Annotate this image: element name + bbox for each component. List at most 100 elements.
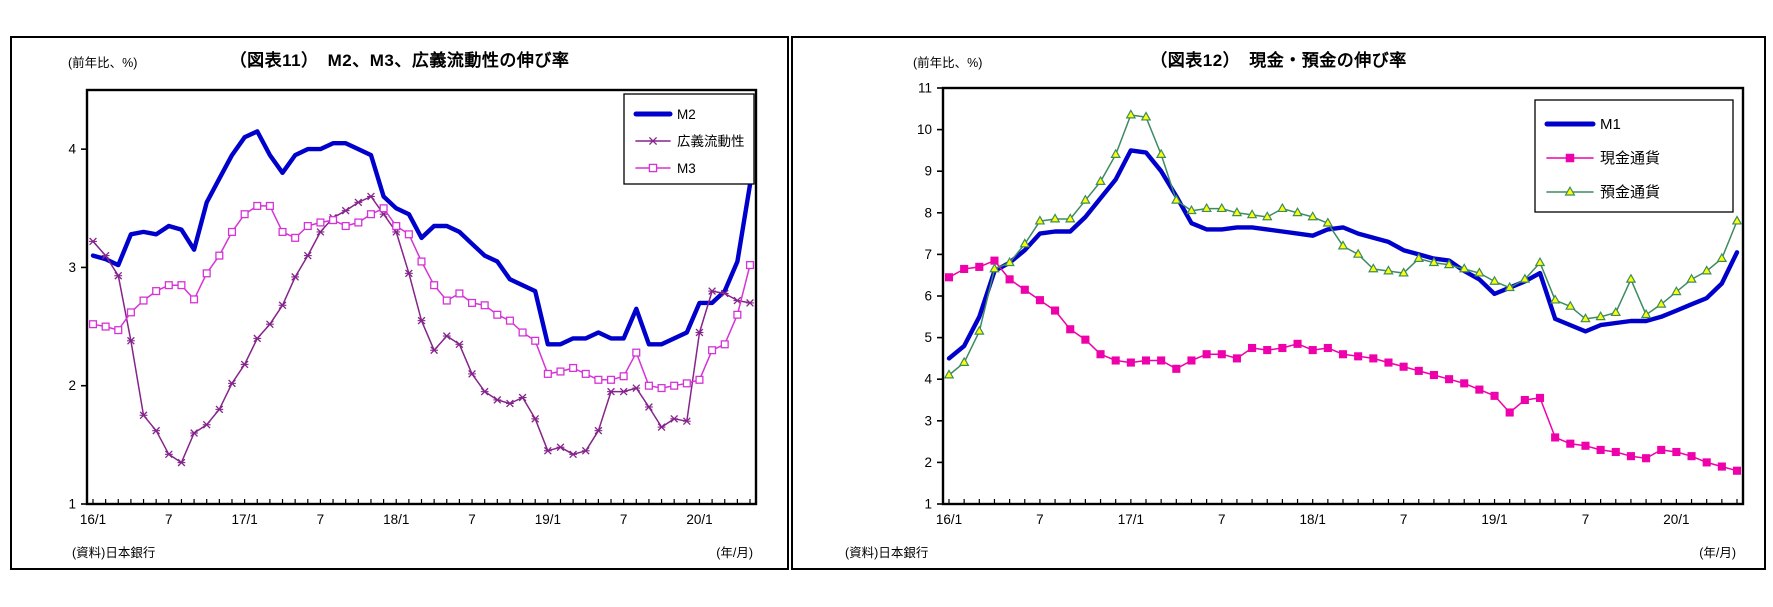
- marker-square: [152, 287, 161, 296]
- marker-triangle: [1019, 238, 1030, 248]
- marker-square: [1505, 408, 1514, 417]
- marker-square: [670, 381, 679, 390]
- marker-triangle: [1246, 209, 1258, 219]
- x-tick-label: 7: [1400, 512, 1408, 527]
- marker-triangle: [1656, 298, 1667, 308]
- marker-square: [531, 336, 540, 345]
- marker-square: [1035, 296, 1044, 305]
- marker-square: [291, 233, 300, 242]
- x-tick-label: 7: [1582, 512, 1590, 527]
- legend-label: 預金通貨: [1600, 184, 1660, 201]
- marker-square: [1460, 379, 1469, 388]
- marker-triangle: [1565, 300, 1576, 310]
- marker-triangle: [1352, 248, 1364, 258]
- marker-triangle: [1307, 211, 1318, 221]
- marker-square: [1445, 375, 1454, 384]
- marker-square: [745, 261, 755, 270]
- y-tick-label: 4: [924, 372, 932, 387]
- marker-triangle: [1731, 215, 1743, 225]
- marker-square: [253, 201, 262, 210]
- y-tick-label: 9: [924, 164, 932, 179]
- x-tick-label: 17/1: [1118, 512, 1144, 527]
- marker-square: [227, 227, 237, 236]
- marker-triangle: [1049, 213, 1061, 223]
- marker-square: [164, 281, 173, 290]
- line-chart-m1-cash-deposit: 1 2 3 4 5 6 7 8 9 10 11 16/1 7 17/1 7 18/1 7 19/1 7 20/1 M1 現…: [917, 81, 1745, 527]
- marker-square: [1687, 452, 1696, 461]
- y-axis-unit-label: (前年比、%): [913, 56, 983, 70]
- marker-square: [944, 273, 954, 282]
- line-chart-m2-m3-broad-liquidity: 1 2 3 4 16/1 7 17/1 7 18/1 7 19/1 7 20/1 M2 広義流動性 M3: [68, 88, 758, 527]
- x-tick-label: 18/1: [383, 512, 409, 527]
- marker-square: [1232, 354, 1241, 363]
- marker-square: [682, 379, 691, 388]
- x-tick-label: 20/1: [1663, 512, 1689, 527]
- marker-square: [1096, 350, 1105, 359]
- marker-square: [1626, 452, 1635, 461]
- marker-triangle: [1065, 213, 1076, 223]
- marker-square: [1520, 395, 1529, 405]
- marker-square: [329, 216, 338, 225]
- x-tick-label: 19/1: [535, 512, 561, 527]
- marker-square: [1141, 356, 1151, 365]
- x-tick-label: 18/1: [1300, 512, 1326, 527]
- legend-item-M2: M2: [633, 107, 696, 122]
- marker-square: [1338, 350, 1348, 359]
- marker-square: [417, 257, 426, 266]
- y-tick-label: 3: [924, 413, 932, 428]
- marker-triangle: [1398, 267, 1409, 277]
- marker-square: [177, 281, 186, 290]
- marker-triangle: [958, 356, 970, 366]
- marker-triangle: [989, 263, 1000, 273]
- marker-triangle: [1474, 267, 1485, 277]
- marker-triangle: [1625, 273, 1637, 283]
- marker-square: [644, 381, 653, 390]
- legend-label: M3: [677, 161, 696, 176]
- marker-square: [1278, 343, 1287, 353]
- series-markers-現金通貨: [944, 256, 1742, 475]
- marker-square: [1126, 358, 1135, 367]
- legend-item-M3: M3: [635, 161, 696, 176]
- x-axis-unit-note: (年/月): [716, 546, 753, 560]
- marker-square: [1429, 370, 1438, 380]
- marker-square: [1005, 275, 1014, 284]
- marker-square: [455, 289, 464, 298]
- x-tick-label: 7: [165, 512, 173, 527]
- legend-item-預金通貨: 預金通貨: [1546, 184, 1660, 201]
- marker-triangle: [1322, 217, 1334, 227]
- marker-triangle: [1671, 286, 1682, 296]
- marker-square: [632, 348, 641, 357]
- marker-triangle: [1216, 202, 1227, 213]
- marker-triangle: [1519, 273, 1531, 283]
- marker-square: [619, 372, 628, 381]
- marker-square: [1202, 350, 1211, 359]
- y-tick-label: 1: [68, 497, 76, 512]
- marker-square: [1535, 393, 1545, 402]
- marker-square: [379, 204, 388, 213]
- marker-triangle: [1383, 265, 1394, 275]
- marker-square: [1566, 439, 1575, 448]
- marker-square: [467, 298, 477, 307]
- marker-triangle: [1413, 252, 1424, 262]
- marker-square: [1187, 356, 1196, 365]
- marker-square: [316, 218, 325, 227]
- marker-triangle: [1262, 211, 1273, 221]
- marker-square: [1596, 445, 1605, 454]
- y-tick-label: 4: [68, 142, 76, 157]
- marker-triangle: [1368, 263, 1379, 273]
- marker-square: [1248, 343, 1257, 353]
- marker-square: [1354, 352, 1363, 361]
- marker-square: [1020, 285, 1029, 294]
- y-tick-label: 11: [918, 81, 932, 96]
- legend-box: [623, 93, 755, 185]
- marker-square: [480, 301, 489, 310]
- marker-square: [1702, 458, 1711, 467]
- chart-title: （図表12） 現金・預金の伸び率: [1150, 51, 1407, 70]
- marker-square: [1414, 366, 1423, 375]
- marker-square: [543, 369, 552, 378]
- marker-square: [556, 367, 565, 376]
- marker-triangle: [1292, 206, 1303, 217]
- marker-triangle: [1489, 275, 1500, 285]
- marker-square: [518, 328, 527, 337]
